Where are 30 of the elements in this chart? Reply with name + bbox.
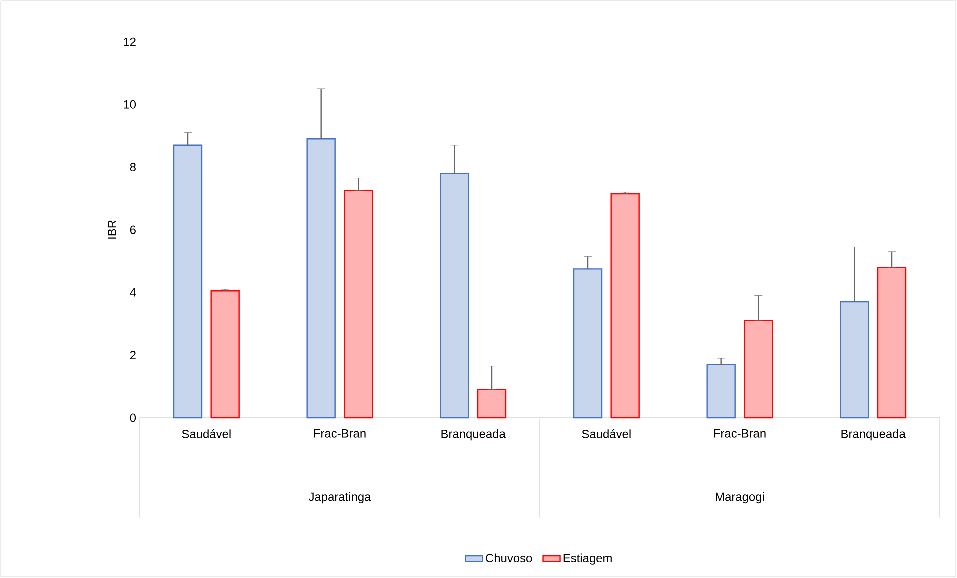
y-tick-label: 2 xyxy=(130,351,136,360)
x-tick-label: Branqueada xyxy=(842,430,906,441)
y-tick-label: 4 xyxy=(130,288,136,297)
y-tick-label: 0 xyxy=(130,414,136,422)
bar xyxy=(477,389,507,419)
x-tick-label: Branqueada xyxy=(442,430,506,441)
x-tick-label: Saudável xyxy=(582,430,631,438)
y-axis-title: IBR xyxy=(108,220,116,239)
y-tick-label: 6 xyxy=(130,226,136,234)
bar xyxy=(344,190,374,419)
y-tick-label: 12 xyxy=(124,38,136,46)
x-tick-label: Frac-Bran xyxy=(314,430,366,438)
bar xyxy=(573,268,603,419)
bar xyxy=(306,138,336,419)
bar xyxy=(744,320,774,419)
y-tick-label: 8 xyxy=(130,163,136,172)
bar xyxy=(173,144,203,419)
bar xyxy=(877,267,907,419)
text: Maragogi xyxy=(716,492,764,504)
legend-label: Estiagem xyxy=(564,554,612,565)
x-tick-label: Saudável xyxy=(182,430,231,438)
text: Japaratinga xyxy=(308,492,372,504)
y-tick-label: 10 xyxy=(124,100,136,109)
bar xyxy=(440,173,470,419)
legend-label: Chuvoso xyxy=(486,554,532,563)
bar xyxy=(706,364,736,419)
bar xyxy=(210,290,240,419)
bar xyxy=(840,301,870,419)
x-tick-label: Frac-Bran xyxy=(714,430,766,438)
bar xyxy=(610,193,640,419)
